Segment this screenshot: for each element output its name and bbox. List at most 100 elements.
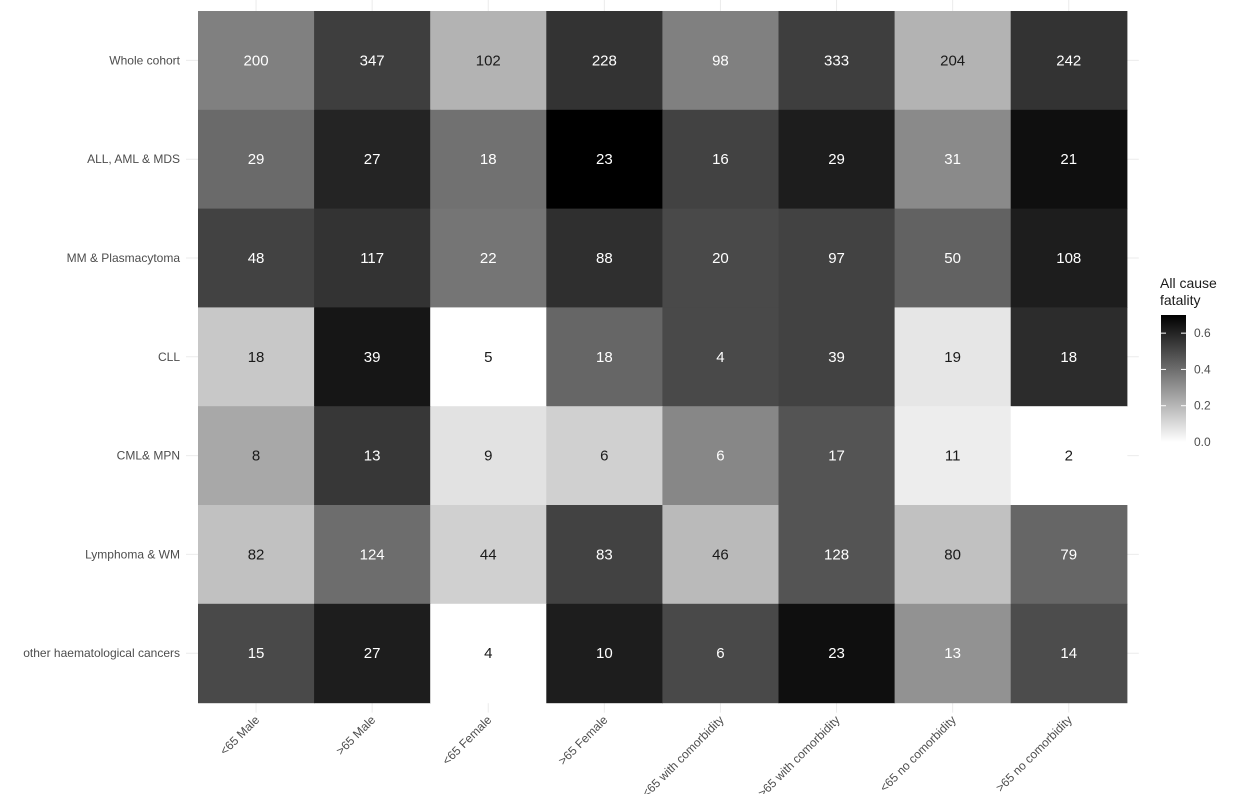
row-label: CML& MPN — [117, 449, 180, 463]
row-label: CLL — [158, 350, 180, 364]
legend-title-line2: fatality — [1160, 292, 1200, 308]
cell-value-label: 39 — [828, 349, 845, 366]
row-label: Lymphoma & WM — [85, 547, 180, 561]
cell-value-label: 4 — [716, 349, 724, 366]
heatmap-cell — [546, 109, 663, 210]
cell-value-label: 97 — [828, 250, 845, 267]
cell-value-label: 10 — [596, 645, 613, 662]
cell-value-label: 18 — [248, 349, 265, 366]
heatmap-cell — [546, 505, 663, 605]
row-label: ALL, AML & MDS — [87, 152, 180, 166]
cell-value-label: 27 — [364, 645, 381, 662]
cell-value-label: 14 — [1060, 645, 1077, 662]
heatmap-cell — [662, 11, 780, 111]
cell-value-label: 2 — [1065, 448, 1073, 465]
heatmap-cell — [894, 208, 1012, 308]
heatmap-cell — [314, 406, 431, 506]
cell-value-label: 11 — [945, 448, 961, 465]
heatmap-cell — [778, 208, 896, 308]
heatmap-cell — [1010, 208, 1128, 308]
heatmap-cell — [1010, 406, 1128, 506]
heatmap-cell — [546, 208, 663, 308]
heatmap-cell — [430, 109, 547, 210]
cell-value-label: 29 — [248, 151, 265, 168]
cell-value-label: 27 — [364, 151, 381, 168]
cell-value-label: 124 — [360, 546, 385, 563]
heatmap-cell — [198, 603, 315, 704]
heatmap-cell — [778, 109, 896, 210]
heatmap-cell — [894, 11, 1012, 111]
heatmap-cell — [198, 11, 315, 111]
heatmap-cell — [662, 307, 780, 407]
heatmap-cell — [314, 11, 431, 111]
cell-value-label: 6 — [716, 645, 724, 662]
legend-tick-label: 0.6 — [1194, 326, 1211, 340]
heatmap-cell — [662, 505, 780, 605]
heatmap-cell — [546, 406, 663, 506]
heatmap-cell — [778, 11, 896, 111]
cell-value-label: 5 — [484, 349, 492, 366]
cell-value-label: 242 — [1056, 52, 1081, 69]
cell-value-label: 21 — [1060, 151, 1077, 168]
cell-value-label: 46 — [712, 546, 729, 563]
cell-value-label: 23 — [828, 645, 845, 662]
heatmap-cell — [430, 208, 547, 308]
heatmap-cell — [894, 307, 1012, 407]
cell-value-label: 128 — [824, 546, 849, 563]
heatmap-cell — [1010, 109, 1128, 210]
cell-value-label: 18 — [1060, 349, 1077, 366]
cell-value-label: 18 — [596, 349, 613, 366]
heatmap-cell — [662, 208, 780, 308]
heatmap-cell — [662, 406, 780, 506]
heatmap-cell — [198, 307, 315, 407]
heatmap-cell — [546, 307, 663, 407]
column-label: <65 Female — [439, 713, 494, 768]
cell-value-label: 9 — [484, 448, 492, 465]
heatmap-cell — [314, 109, 431, 210]
cell-value-label: 17 — [828, 448, 845, 465]
heatmap-cell — [198, 406, 315, 506]
cell-value-label: 13 — [364, 448, 381, 465]
cell-value-label: 204 — [940, 52, 965, 69]
cell-value-label: 82 — [248, 546, 265, 563]
cell-value-label: 16 — [712, 151, 729, 168]
heatmap-cell — [198, 109, 315, 210]
cell-value-label: 48 — [248, 250, 265, 267]
heatmap-cell — [198, 208, 315, 308]
heatmap-cell — [430, 307, 547, 407]
heatmap-cell — [1010, 603, 1128, 704]
heatmap-cell — [894, 406, 1012, 506]
cell-value-label: 83 — [596, 546, 613, 563]
row-label: MM & Plasmacytoma — [67, 251, 181, 265]
cell-value-label: 228 — [592, 52, 617, 69]
heatmap-cell — [314, 208, 431, 308]
cell-value-label: 44 — [480, 546, 497, 563]
cell-value-label: 29 — [828, 151, 845, 168]
cell-value-label: 80 — [944, 546, 961, 563]
column-label: <65 Male — [217, 713, 262, 758]
column-label: >65 Female — [556, 713, 611, 768]
row-label: Whole cohort — [109, 53, 180, 67]
column-label: >65 Male — [333, 713, 378, 758]
cell-value-label: 6 — [600, 448, 608, 465]
heatmap-cell — [1010, 307, 1128, 407]
cell-value-label: 102 — [476, 52, 501, 69]
cell-value-label: 31 — [944, 151, 961, 168]
heatmap-cell — [430, 603, 547, 704]
column-labels: <65 Male >65 Male <65 Female >65 Female <65 … — [217, 713, 1075, 794]
heatmap-cell — [198, 505, 315, 605]
cell-value-label: 50 — [944, 250, 961, 267]
heatmap-cell — [546, 603, 663, 704]
heatmap-cell — [778, 505, 896, 605]
legend-tick-label: 0.0 — [1194, 435, 1211, 449]
cell-value-label: 19 — [944, 349, 961, 366]
cell-value-label: 23 — [596, 151, 613, 168]
heatmap-cell — [778, 603, 896, 704]
legend-ticks: 0.0 0.2 0.4 0.6 — [1161, 326, 1211, 449]
cell-value-label: 15 — [248, 645, 265, 662]
heatmap-cell — [314, 603, 431, 704]
column-label: <65 with comorbidity — [639, 713, 726, 794]
cell-value-label: 13 — [944, 645, 961, 662]
heatmap-cell — [778, 307, 896, 407]
